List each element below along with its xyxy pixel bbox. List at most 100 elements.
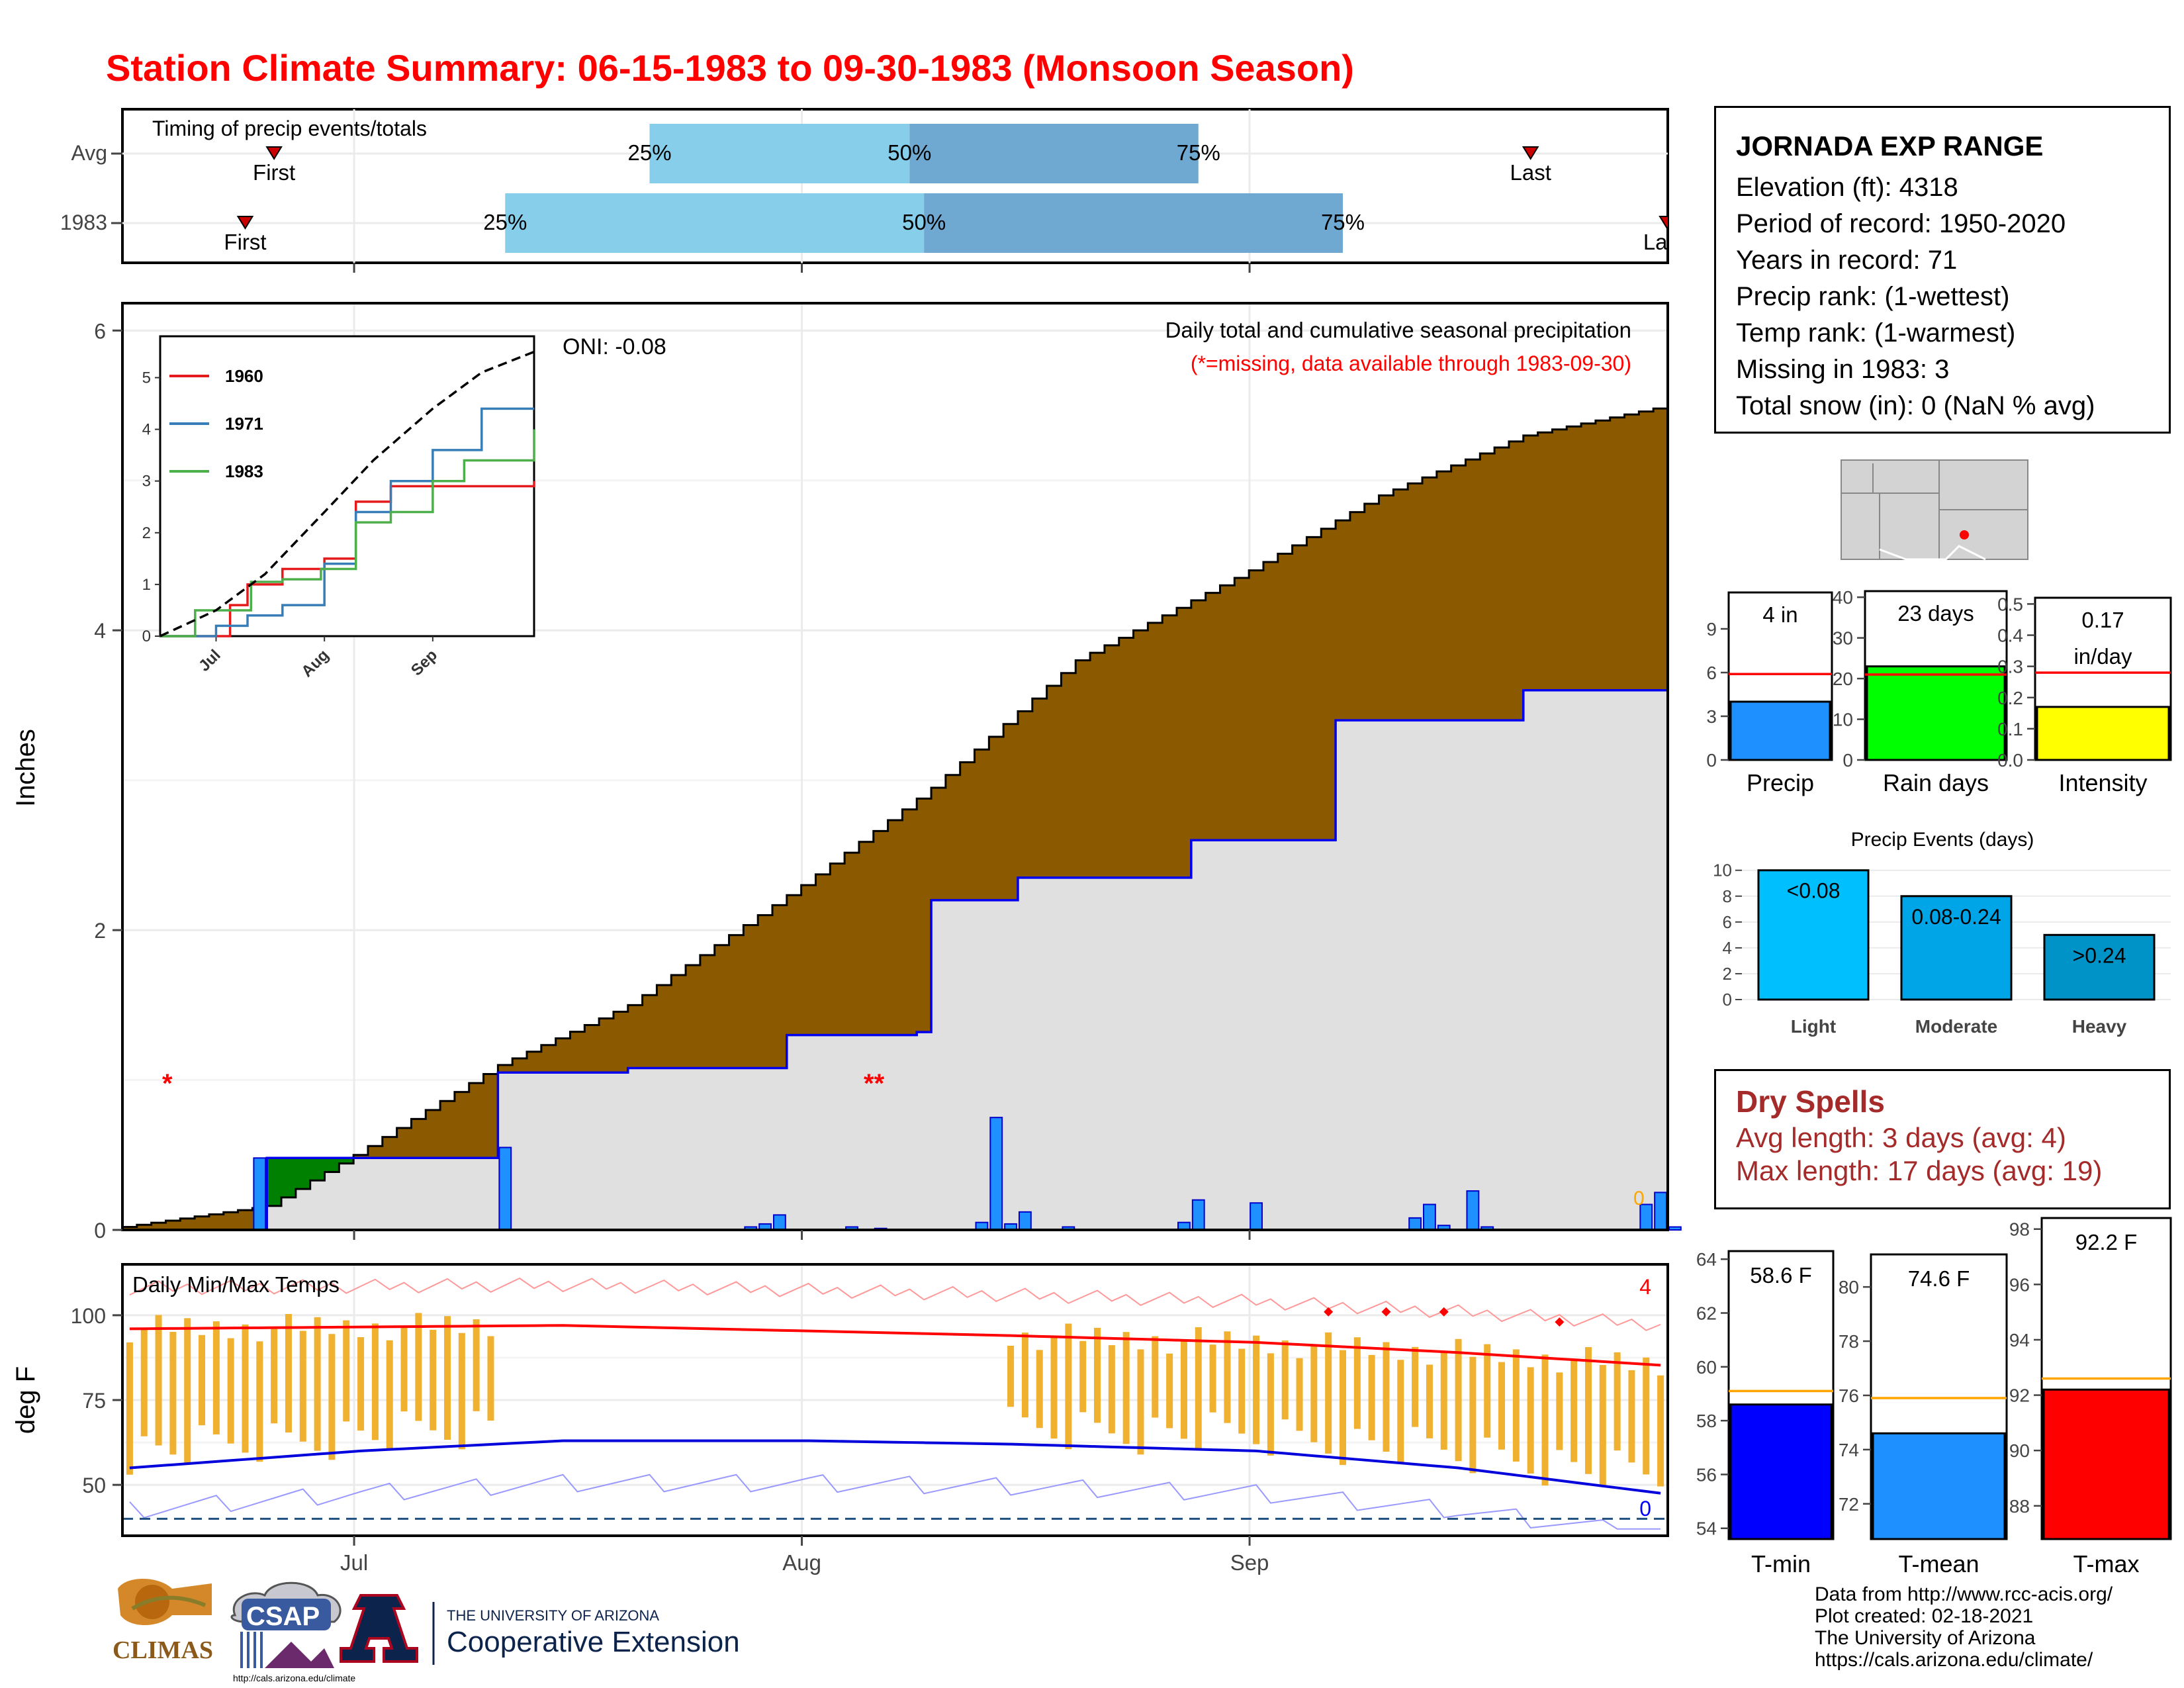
temp-bar-fill	[1729, 1403, 1833, 1540]
inset-legend-label: 1983	[225, 461, 263, 481]
daily-temp-bar	[1469, 1356, 1477, 1474]
daily-temp-bar	[1065, 1323, 1072, 1450]
csap-logo: CSAP http://cals.arizona.edu/climate	[230, 1581, 355, 1683]
inset-ytick-label: 0	[142, 628, 151, 645]
credits-block: Data from http://www.rcc-acis.org/ Plot …	[1815, 1583, 2113, 1671]
inset-ytick-label: 5	[142, 369, 151, 387]
daily-temp-bar	[458, 1333, 465, 1450]
temp-bar-ytick-label: 58	[1696, 1411, 1717, 1431]
temp-count-lo: 0	[1639, 1497, 1651, 1521]
inset-legend-label: 1960	[225, 366, 263, 386]
temp-bar-ytick-label: 64	[1696, 1249, 1717, 1270]
events-title: Precip Events (days)	[1851, 829, 2034, 851]
timing-title: Timing of precip events/totals	[152, 117, 427, 140]
dry-spells-avg: Avg length: 3 days (avg: 4)	[1736, 1122, 2066, 1153]
station-line-years: Years in record: 71	[1736, 246, 1958, 275]
timing-pct-75: 75%	[1177, 140, 1220, 165]
timing-pct-50: 50%	[887, 140, 931, 165]
daily-temp-bar	[126, 1342, 133, 1475]
last-event-group: Last	[1643, 216, 1684, 254]
events-bar	[1757, 869, 1870, 1001]
daily-temp-bar	[1122, 1332, 1130, 1444]
daily-temp-bar	[1238, 1348, 1246, 1434]
oni-label: ONI: -0.08	[563, 334, 666, 359]
station-line-precip-rank: Precip rank: (1-wettest)	[1736, 282, 2010, 311]
daily-precip-bar	[1466, 1190, 1480, 1231]
daily-temp-bar	[271, 1327, 278, 1424]
daily-precip-bar	[253, 1157, 267, 1231]
temp-xtick-label: Aug	[782, 1550, 821, 1575]
last-event-marker	[1522, 146, 1539, 160]
daily-temp-bar	[212, 1321, 220, 1434]
missing-note: (*=missing, data available through 1983-…	[1191, 352, 1631, 375]
summary-ytick-label: 40	[1833, 587, 1853, 608]
summary-bar-fill	[2036, 706, 2170, 761]
temp-bar-ytick-label: 88	[2009, 1496, 2030, 1517]
daily-temp-bar	[227, 1338, 234, 1444]
daily-temp-bar	[140, 1329, 148, 1436]
inset-ytick-label: 3	[142, 473, 151, 491]
station-line-elevation: Elevation (ft): 4318	[1736, 173, 1958, 202]
page-title: Station Climate Summary: 06-15-1983 to 0…	[106, 47, 1354, 89]
precip-ytick-label: 2	[94, 919, 106, 943]
daily-temp-bar	[1166, 1353, 1173, 1429]
precip-end-label: 0	[1633, 1188, 1645, 1209]
daily-temp-bar	[415, 1313, 422, 1421]
temp-bar-ytick-label: 62	[1696, 1303, 1717, 1324]
temp-bar-label: T-min	[1751, 1550, 1811, 1577]
summary-bar-label: Precip	[1747, 769, 1814, 796]
temp-bar-label: T-max	[2073, 1550, 2139, 1577]
daily-temp-bar	[1036, 1350, 1043, 1429]
locator-map	[1841, 459, 2028, 561]
daily-temp-bar	[1643, 1357, 1650, 1475]
temp-bar-ytick-label: 74	[1839, 1440, 1859, 1460]
events-bar	[2043, 933, 2156, 1001]
daily-temp-bar	[1570, 1360, 1578, 1462]
last-event-label: Last	[1643, 230, 1684, 254]
daily-temp-bar	[1224, 1331, 1231, 1423]
daily-temp-bar	[1484, 1344, 1491, 1438]
record-high-marker	[1555, 1317, 1565, 1327]
temp-bar-ytick-label: 60	[1696, 1357, 1717, 1378]
timing-pct-50: 50%	[902, 210, 946, 234]
inset-series-1971	[160, 407, 534, 637]
record-max-line	[129, 1277, 1661, 1331]
credit-univ: The University of Arizona	[1815, 1627, 2036, 1649]
summary-ytick-label: 0.0	[1997, 750, 2023, 771]
summary-bar-value: in/day	[2073, 644, 2132, 669]
climas-text: CLIMAS	[113, 1636, 213, 1664]
daily-precip-bar	[1654, 1192, 1667, 1231]
daily-temp-bar	[1195, 1327, 1202, 1450]
temp-ytick-label: 100	[71, 1304, 106, 1328]
summary-ytick-label: 9	[1706, 619, 1717, 639]
temp-xtick-label: Jul	[340, 1550, 368, 1575]
temp-bar-value: 74.6 F	[1908, 1266, 1970, 1291]
summary-ytick-label: 0.2	[1997, 688, 2023, 708]
observed-cumulative-area	[122, 690, 1668, 1230]
summary-ytick-label: 0.5	[1997, 594, 2023, 614]
temp-bar-value: 92.2 F	[2075, 1230, 2138, 1254]
temp-bar-ytick-label: 54	[1696, 1519, 1717, 1539]
precip-ylabel: Inches	[11, 729, 40, 807]
missing-mark-2: **	[864, 1069, 885, 1098]
station-line-missing: Missing in 1983: 3	[1736, 355, 1950, 384]
temp-bar-label: T-mean	[1898, 1550, 1979, 1577]
daily-temp-bar	[1397, 1360, 1404, 1464]
temp-bar-ytick-label: 96	[2009, 1274, 2030, 1295]
summary-ytick-label: 3	[1706, 706, 1717, 727]
temp-bar-ytick-label: 80	[1839, 1277, 1859, 1297]
daily-temp-bar	[299, 1331, 306, 1442]
csap-text: CSAP	[246, 1602, 320, 1631]
temp-ytick-label: 75	[82, 1389, 106, 1413]
temp-bar-ytick-label: 72	[1839, 1494, 1859, 1515]
daily-temp-bar	[371, 1323, 379, 1440]
summary-ytick-label: 0.1	[1997, 719, 2023, 739]
timing-bar-25-50	[505, 193, 925, 253]
daily-temp-bar	[473, 1319, 480, 1411]
daily-temp-bar	[1209, 1344, 1216, 1413]
inset-ytick-label: 1	[142, 576, 151, 594]
daily-temp-bar	[199, 1335, 206, 1426]
summary-bar-fill	[1729, 700, 1831, 761]
daily-temp-bar	[1050, 1336, 1058, 1439]
daily-temp-bar	[1079, 1340, 1087, 1413]
